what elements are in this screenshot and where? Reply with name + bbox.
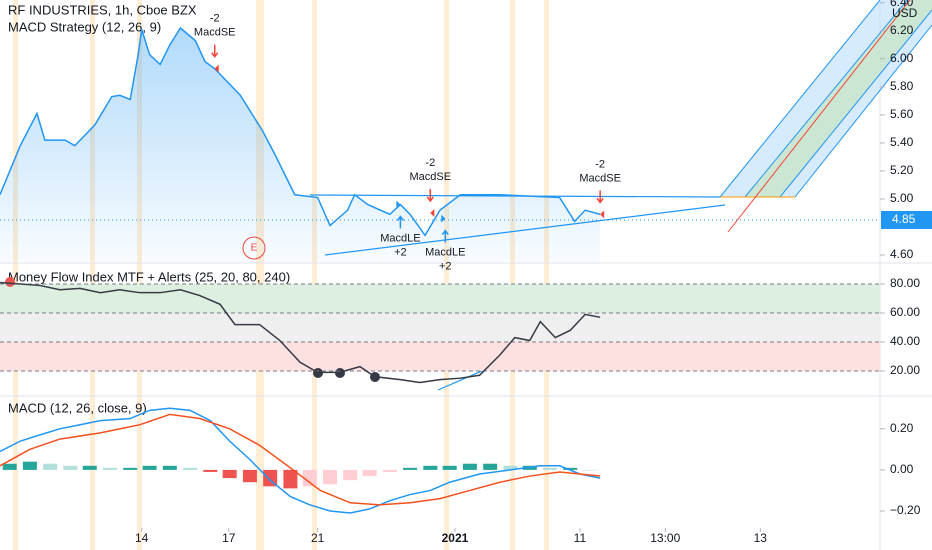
histogram-bar — [242, 469, 257, 483]
histogram-bar — [2, 463, 17, 470]
x-tick-label: 17 — [222, 531, 236, 545]
pane-title: Money Flow Index MTF + Alerts (25, 20, 8… — [8, 269, 290, 284]
y-tick-label: 80.00 — [890, 276, 920, 290]
signal-label: -2 — [210, 13, 220, 25]
signal-label: MacdSE — [579, 172, 621, 184]
signal-label: MacdSE — [410, 171, 452, 183]
signal-arrow — [396, 215, 404, 229]
histogram-bar — [483, 463, 498, 470]
histogram-bar — [63, 465, 78, 470]
histogram-bar — [343, 469, 358, 481]
signal-point — [214, 64, 219, 73]
pane-title: MACD (12, 26, close, 9) — [8, 400, 147, 415]
chart-subtitle: MACD Strategy (12, 26, 9) — [8, 19, 161, 34]
y-tick-label: 60.00 — [890, 305, 920, 319]
y-tick-label: 5.00 — [890, 191, 914, 205]
histogram-bar — [323, 469, 337, 485]
y-tick-label: −0.20 — [890, 503, 921, 517]
x-tick-label: 21 — [311, 531, 325, 545]
histogram-bar — [462, 463, 477, 470]
y-tick-label: 40.00 — [890, 334, 920, 348]
x-tick-label: 13:00 — [650, 531, 680, 545]
signal-label: MacdSE — [194, 27, 236, 39]
histogram-bar — [183, 467, 198, 470]
signal-arrow — [426, 188, 434, 203]
x-tick-label: 11 — [574, 531, 587, 545]
pitchfork — [719, 0, 932, 233]
y-tick-label: 6.40 — [890, 0, 914, 9]
last-price-label: 4.85 — [892, 212, 916, 226]
histogram-bar — [283, 469, 298, 489]
currency-label: USD — [892, 6, 918, 20]
histogram-bar — [142, 465, 157, 470]
y-tick-label: 5.20 — [890, 163, 914, 177]
y-tick-label: 6.00 — [890, 51, 914, 65]
x-tick-label: 13 — [754, 531, 768, 545]
histogram-bar — [362, 469, 377, 477]
signal-label: MacdLE — [380, 232, 420, 244]
signal-arrow — [596, 190, 604, 204]
histogram-bar — [543, 467, 557, 470]
backgrounds — [0, 283, 880, 371]
histogram-bar — [43, 463, 58, 470]
histogram-bar — [442, 465, 457, 470]
signal-point — [441, 214, 446, 223]
x-tick-label: 14 — [135, 531, 149, 545]
series-line — [0, 413, 601, 506]
signal-arrow — [441, 229, 449, 243]
chart-title: RF INDUSTRIES, 1h, Cboe BZX — [8, 2, 197, 17]
y-tick-label: 0.20 — [890, 421, 914, 435]
price-line — [0, 26, 601, 237]
signal-arrow — [211, 44, 219, 58]
series-line — [0, 281, 601, 384]
histogram-bar — [423, 465, 438, 470]
histogram-bar — [82, 465, 97, 470]
signal-label: +2 — [394, 246, 407, 258]
signal-point — [600, 210, 605, 219]
signal-point — [396, 200, 401, 209]
histogram-bar — [403, 467, 418, 470]
signal-label: -2 — [425, 157, 435, 169]
series-line — [0, 407, 601, 514]
y-tick-label: 5.40 — [890, 135, 914, 149]
level-band — [0, 283, 880, 313]
histogram-bar — [503, 465, 518, 470]
histogram-bar — [123, 467, 138, 470]
level-band — [0, 312, 880, 342]
session-bands — [13, 0, 549, 550]
signal-label: MacdLE — [425, 246, 465, 258]
histogram-bar — [222, 469, 237, 479]
y-tick-label: 5.60 — [890, 107, 914, 121]
y-tick-label: 0.00 — [890, 462, 914, 476]
signal-label: -2 — [595, 158, 605, 170]
signal-label: +2 — [439, 260, 452, 272]
histogram-bar — [103, 467, 117, 470]
y-tick-label: 6.20 — [890, 23, 914, 37]
histogram-bar — [563, 467, 578, 470]
signal-point — [430, 208, 435, 217]
y-tick-label: 5.80 — [890, 79, 914, 93]
last-price-box — [881, 210, 932, 229]
y-tick-label: 4.60 — [890, 247, 914, 261]
histogram-bar — [302, 469, 317, 487]
level-band — [0, 341, 880, 371]
histogram-bar — [203, 469, 218, 472]
price-area — [0, 28, 601, 262]
x-tick-label: 2021 — [442, 531, 469, 545]
histogram-bar — [582, 469, 597, 471]
histogram-bar — [162, 465, 177, 470]
y-tick-label: 20.00 — [890, 363, 920, 377]
histogram-bar — [382, 469, 397, 472]
histogram-bar — [22, 461, 37, 470]
